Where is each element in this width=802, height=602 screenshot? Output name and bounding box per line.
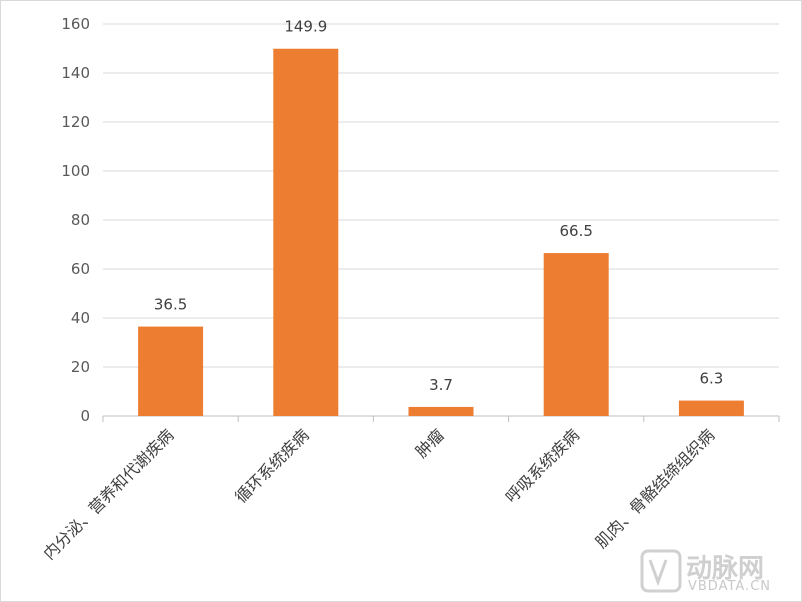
y-tick-label: 80 [71, 211, 90, 229]
data-label: 66.5 [559, 222, 592, 240]
data-label: 6.3 [699, 370, 723, 388]
y-tick-label: 140 [61, 64, 90, 82]
data-label: 3.7 [429, 376, 453, 394]
x-category-label: 循环系统疾病 [231, 425, 312, 506]
bar [273, 48, 339, 417]
bar [138, 326, 204, 416]
y-tick-label: 20 [71, 358, 90, 376]
watermark-brand-en: VBDATA.CN [688, 579, 772, 594]
x-category-label: 内分泌、营养和代谢疾病 [40, 425, 178, 563]
x-category-label: 肿瘤 [412, 425, 448, 461]
data-label: 149.9 [284, 18, 327, 36]
data-label: 36.5 [154, 296, 187, 314]
watermark-brand-cn: 动脉网 [686, 554, 765, 584]
x-category-label: 呼吸系统疾病 [502, 425, 583, 506]
y-tick-label: 40 [71, 309, 90, 327]
y-tick-label: 160 [61, 15, 90, 33]
bar [678, 400, 744, 416]
bar [408, 406, 474, 416]
vb-logo-icon [640, 549, 682, 593]
y-tick-label: 60 [71, 260, 90, 278]
y-tick-label: 100 [61, 162, 90, 180]
bar [543, 253, 609, 416]
y-tick-label: 0 [80, 407, 90, 425]
y-tick-label: 120 [61, 113, 90, 131]
watermark: 动脉网 VBDATA.CN [640, 548, 790, 596]
x-category-label: 肌肉、骨骼结缔组织病 [592, 425, 719, 552]
